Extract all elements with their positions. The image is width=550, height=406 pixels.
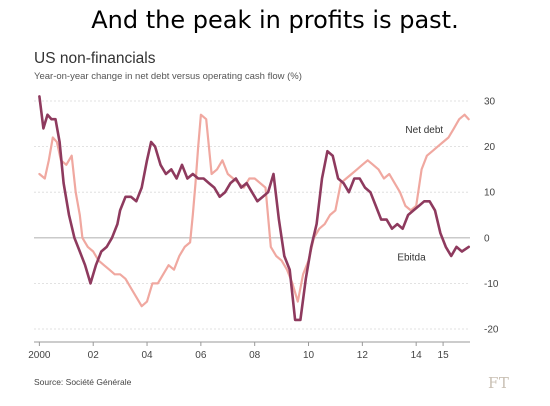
x-tick-label: 06 [195,350,207,361]
series-line-ebitda [38,95,471,322]
series-line-net-debt [38,113,470,308]
y-tick-label: 20 [484,142,496,153]
y-tick-label: -10 [484,279,499,290]
x-tick-label: 02 [88,350,100,361]
y-tick-label: 30 [484,97,496,108]
x-tick-label: 2000 [28,350,51,361]
ft-logo: FT [488,374,510,392]
x-tick-label: 15 [438,350,450,361]
x-tick-label: 10 [303,350,315,361]
slide-title: And the peak in profits is past. [91,6,459,34]
chart-subtitle: Year-on-year change in net debt versus o… [34,71,302,82]
y-tick-label: 10 [484,188,496,199]
x-tick-label: 14 [411,350,423,361]
tick-labels: -20 -10 0 10 20 30 2000 02 04 06 08 10 12 14 15 Net deb… [28,97,499,362]
series-label-ebitda: Ebitda [397,253,426,264]
y-tick-label: -20 [484,325,499,336]
y-tick-label: 0 [484,233,490,244]
x-tick-label: 12 [357,350,369,361]
x-tick-label: 08 [249,350,261,361]
x-axis [34,341,470,346]
chart-title: US non-financials [34,50,156,67]
gridlines [34,100,470,330]
source-note: Source: Société Générale [34,377,132,387]
x-tick-label: 04 [141,350,153,361]
series-lines [38,95,471,322]
series-label-net-debt: Net debt [405,125,443,136]
